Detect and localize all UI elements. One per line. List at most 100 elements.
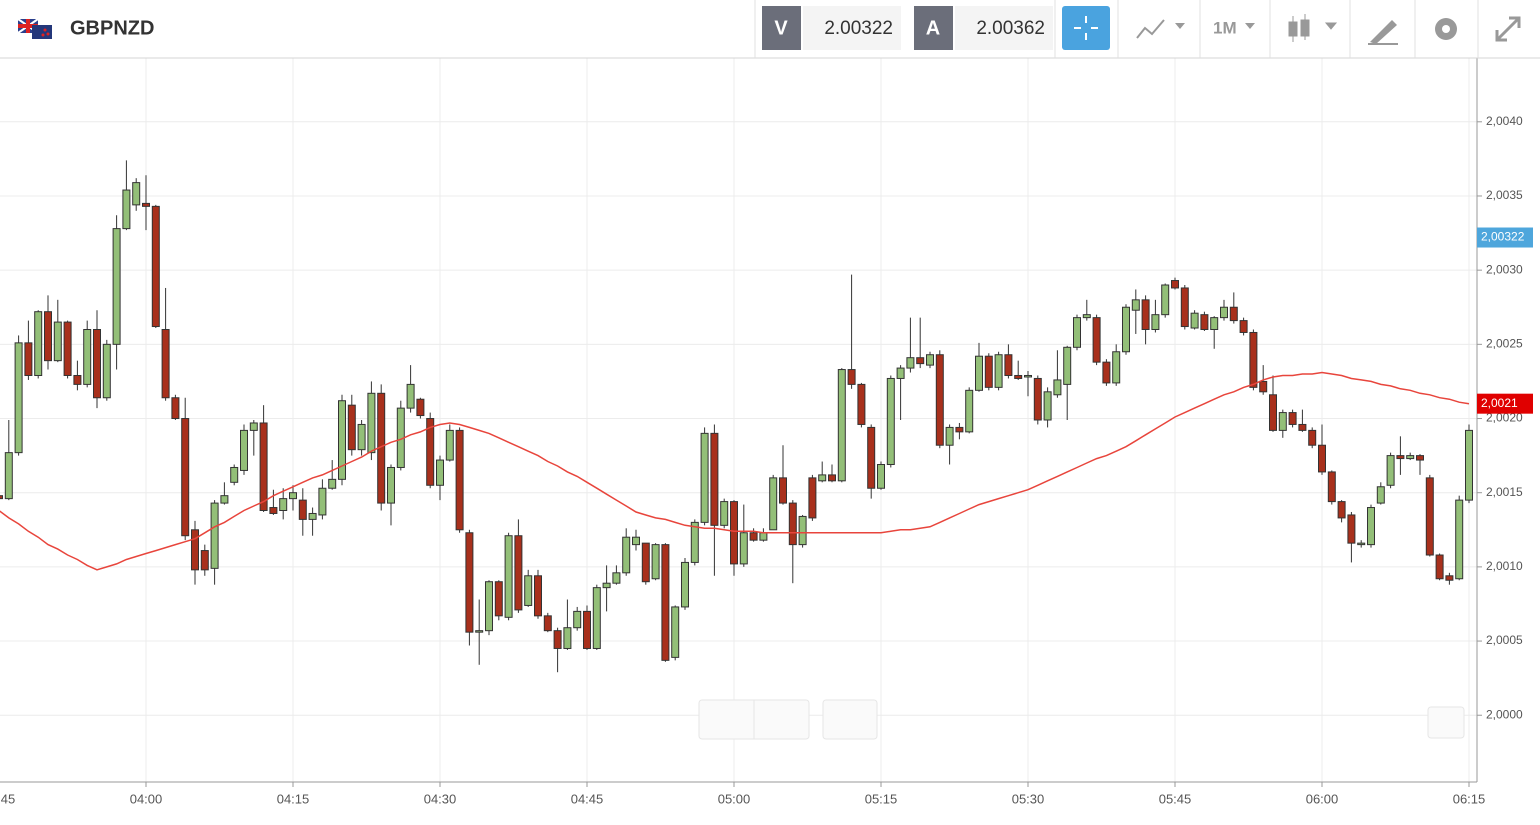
y-tick-label: 2,0040 — [1486, 114, 1523, 128]
candle-body — [15, 343, 22, 453]
candle-body — [838, 370, 845, 481]
candle-body — [221, 496, 228, 503]
candle-body — [329, 479, 336, 488]
candle-body — [143, 203, 150, 206]
candle-body — [241, 430, 248, 470]
candle-body — [1377, 487, 1384, 503]
candle-body — [1074, 318, 1081, 348]
candle-body — [456, 430, 463, 529]
candle-body — [113, 229, 120, 345]
candle-body — [1054, 380, 1061, 395]
candle-body — [1093, 318, 1100, 363]
candle-body — [1083, 315, 1090, 318]
candle-body — [1319, 445, 1326, 472]
candle-body — [985, 356, 992, 387]
candle-body — [1064, 347, 1071, 384]
candle-body — [642, 543, 649, 582]
candle-body — [1162, 285, 1169, 315]
candle-body — [721, 502, 728, 526]
period[interactable]: 1M — [1213, 18, 1237, 37]
x-tick-label: 06:00 — [1306, 791, 1339, 806]
candle-body — [848, 370, 855, 385]
x-tick-label: 05:30 — [1012, 791, 1045, 806]
x-tick-label: 03:45 — [0, 791, 15, 806]
candle-body — [407, 384, 414, 408]
candle-body — [476, 631, 483, 632]
candle-body — [152, 206, 159, 326]
candle-body — [172, 398, 179, 419]
scroll-button[interactable] — [1428, 707, 1464, 738]
candle-body — [1279, 413, 1286, 431]
candle-body — [1025, 375, 1032, 376]
candle-body — [1456, 500, 1463, 579]
candle-body — [554, 631, 561, 649]
candle-body — [250, 423, 257, 430]
candle-body — [1240, 321, 1247, 333]
candle-body — [270, 508, 277, 514]
candle-body — [1387, 456, 1394, 486]
crosshair-button[interactable] — [1062, 6, 1110, 50]
candle-body — [162, 330, 169, 398]
candle-body — [623, 537, 630, 573]
bid-label: V — [774, 17, 788, 39]
candle-body — [535, 576, 542, 616]
candle-body — [976, 356, 983, 390]
candle-body — [74, 375, 81, 384]
x-tick-label: 05:15 — [865, 791, 898, 806]
candle-body — [633, 537, 640, 544]
candle-body — [280, 499, 287, 511]
candle-body — [691, 522, 698, 562]
toolbar: GBPNZD V 2.00322 A 2.00362 1M — [0, 0, 1540, 58]
x-tick-label: 05:45 — [1159, 791, 1192, 806]
candle-body — [1152, 315, 1159, 330]
candle-body — [740, 533, 747, 564]
candle-body — [711, 433, 718, 525]
candle-body — [1103, 362, 1110, 383]
y-tick-label: 2,0000 — [1486, 707, 1523, 721]
candle-body — [201, 551, 208, 570]
candle-body — [770, 478, 777, 530]
y-tick-label: 2,0015 — [1486, 485, 1523, 499]
candle-body — [829, 475, 836, 481]
candle-body — [84, 330, 91, 385]
candle-body — [897, 368, 904, 378]
reset-button[interactable] — [823, 700, 877, 739]
candle-body — [917, 358, 924, 364]
candle-body — [103, 344, 110, 397]
candle-body — [505, 536, 512, 618]
y-tick-label: 2,0030 — [1486, 262, 1523, 276]
candle-body — [1358, 543, 1365, 544]
candle-body — [1201, 315, 1208, 330]
candle-body — [1005, 355, 1012, 376]
symbol: GBPNZD — [70, 17, 154, 39]
candle-body — [858, 384, 865, 424]
x-tick-label: 05:00 — [718, 791, 751, 806]
candle-body — [682, 562, 689, 607]
x-tick-label: 06:15 — [1453, 791, 1486, 806]
candle-body — [927, 355, 934, 365]
candle-body — [123, 190, 130, 229]
candle-body — [182, 419, 189, 536]
x-tick-label: 04:30 — [424, 791, 457, 806]
candle-body — [45, 312, 52, 361]
candle-body — [936, 355, 943, 446]
settings-button[interactable] — [1435, 18, 1457, 40]
candle-body — [603, 583, 610, 587]
y-tick-label: 2,0025 — [1486, 337, 1523, 351]
candle-body — [1142, 300, 1149, 330]
candle-body — [780, 478, 787, 503]
candle-body — [1270, 395, 1277, 431]
candle-body — [35, 312, 42, 376]
candle-body — [574, 611, 581, 627]
y-tick-label: 2,0035 — [1486, 188, 1523, 202]
axis-panel — [1478, 58, 1540, 820]
candle-body — [1348, 515, 1355, 543]
candle-body — [966, 390, 973, 432]
candle-body — [1368, 508, 1375, 545]
candle-body — [64, 322, 71, 375]
x-tick-label: 04:00 — [130, 791, 163, 806]
candle-body — [25, 343, 32, 376]
candle-body — [417, 399, 424, 415]
candle-body — [525, 576, 532, 606]
candle-body — [319, 488, 326, 515]
